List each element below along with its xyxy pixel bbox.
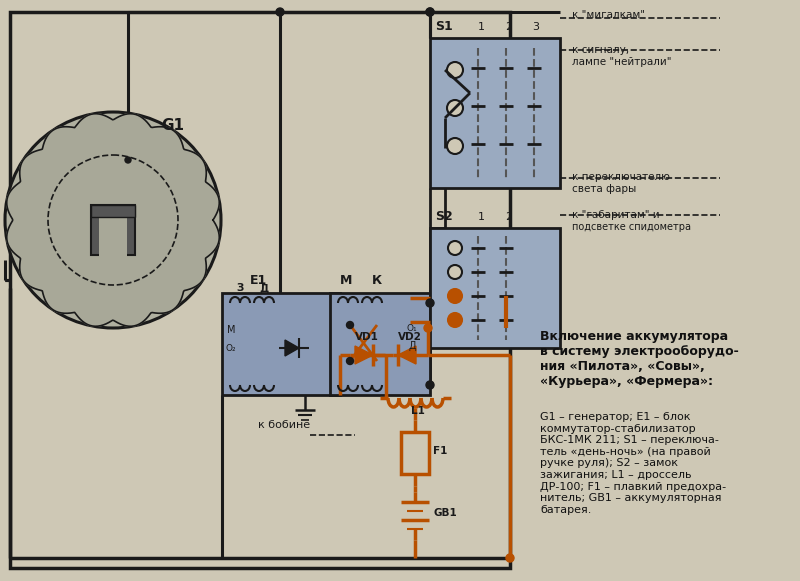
Text: лампе "нейтрали": лампе "нейтрали" [572, 57, 671, 67]
Circle shape [448, 241, 462, 255]
Polygon shape [355, 346, 373, 364]
Bar [401, 432, 429, 474]
Text: М: М [340, 274, 352, 287]
Text: 3: 3 [532, 22, 539, 32]
Text: GB1: GB1 [433, 508, 457, 518]
Circle shape [447, 100, 463, 116]
Text: подсветке спидометра: подсветке спидометра [572, 222, 691, 232]
Text: К: К [372, 274, 382, 287]
Bar [430, 38, 560, 188]
Circle shape [426, 381, 434, 389]
Circle shape [448, 265, 462, 279]
Text: 1: 1 [478, 22, 485, 32]
Text: З: З [236, 283, 244, 293]
Text: 1: 1 [478, 212, 485, 222]
Text: к бобине: к бобине [258, 420, 310, 430]
Circle shape [346, 321, 354, 328]
Bar [330, 293, 430, 395]
Text: VD2: VD2 [398, 332, 422, 342]
Bar [430, 228, 560, 348]
Text: к "мигалкам": к "мигалкам" [572, 10, 645, 20]
Circle shape [424, 324, 432, 332]
Text: 2: 2 [505, 22, 512, 32]
Circle shape [125, 157, 131, 163]
Bar [99, 215, 127, 257]
Circle shape [48, 155, 178, 285]
Circle shape [448, 313, 462, 327]
Circle shape [5, 112, 221, 328]
Bar [10, 12, 510, 568]
Bar [222, 293, 340, 395]
Text: Включение аккумулятора
в систему электрооборудо-
ния «Пилота», «Совы»,
«Курьера»: Включение аккумулятора в систему электро… [540, 330, 738, 388]
Text: F1: F1 [433, 446, 447, 456]
Circle shape [426, 8, 434, 16]
Circle shape [346, 357, 354, 364]
Text: G1 – генератор; E1 – блок
коммутатор-стабилизатор
БКС-1МК 211; S1 – переключа-
т: G1 – генератор; E1 – блок коммутатор-ста… [540, 412, 726, 515]
Text: Д: Д [259, 283, 269, 293]
Text: VD1: VD1 [355, 332, 379, 342]
Polygon shape [6, 114, 219, 327]
Text: к переключателю: к переключателю [572, 172, 670, 182]
Text: E1: E1 [250, 274, 267, 287]
Polygon shape [398, 346, 416, 364]
Text: S1: S1 [435, 20, 453, 33]
Text: О₂: О₂ [226, 344, 236, 353]
Bar [91, 205, 135, 217]
Text: Д: Д [408, 341, 416, 351]
Circle shape [447, 62, 463, 78]
Circle shape [448, 289, 462, 303]
Circle shape [506, 554, 514, 562]
Circle shape [426, 299, 434, 307]
Text: G1: G1 [161, 118, 184, 133]
Text: к "габаритам" и: к "габаритам" и [572, 210, 660, 220]
Text: S2: S2 [435, 210, 453, 223]
Text: света фары: света фары [572, 184, 636, 194]
Text: М: М [226, 325, 235, 335]
Text: к сигналу,: к сигналу, [572, 45, 629, 55]
Text: О₁: О₁ [406, 324, 418, 333]
Text: 2: 2 [505, 212, 512, 222]
Polygon shape [285, 340, 299, 356]
Circle shape [426, 8, 434, 16]
Bar [91, 205, 135, 255]
Text: L1: L1 [411, 406, 425, 416]
Circle shape [447, 138, 463, 154]
Circle shape [276, 8, 284, 16]
